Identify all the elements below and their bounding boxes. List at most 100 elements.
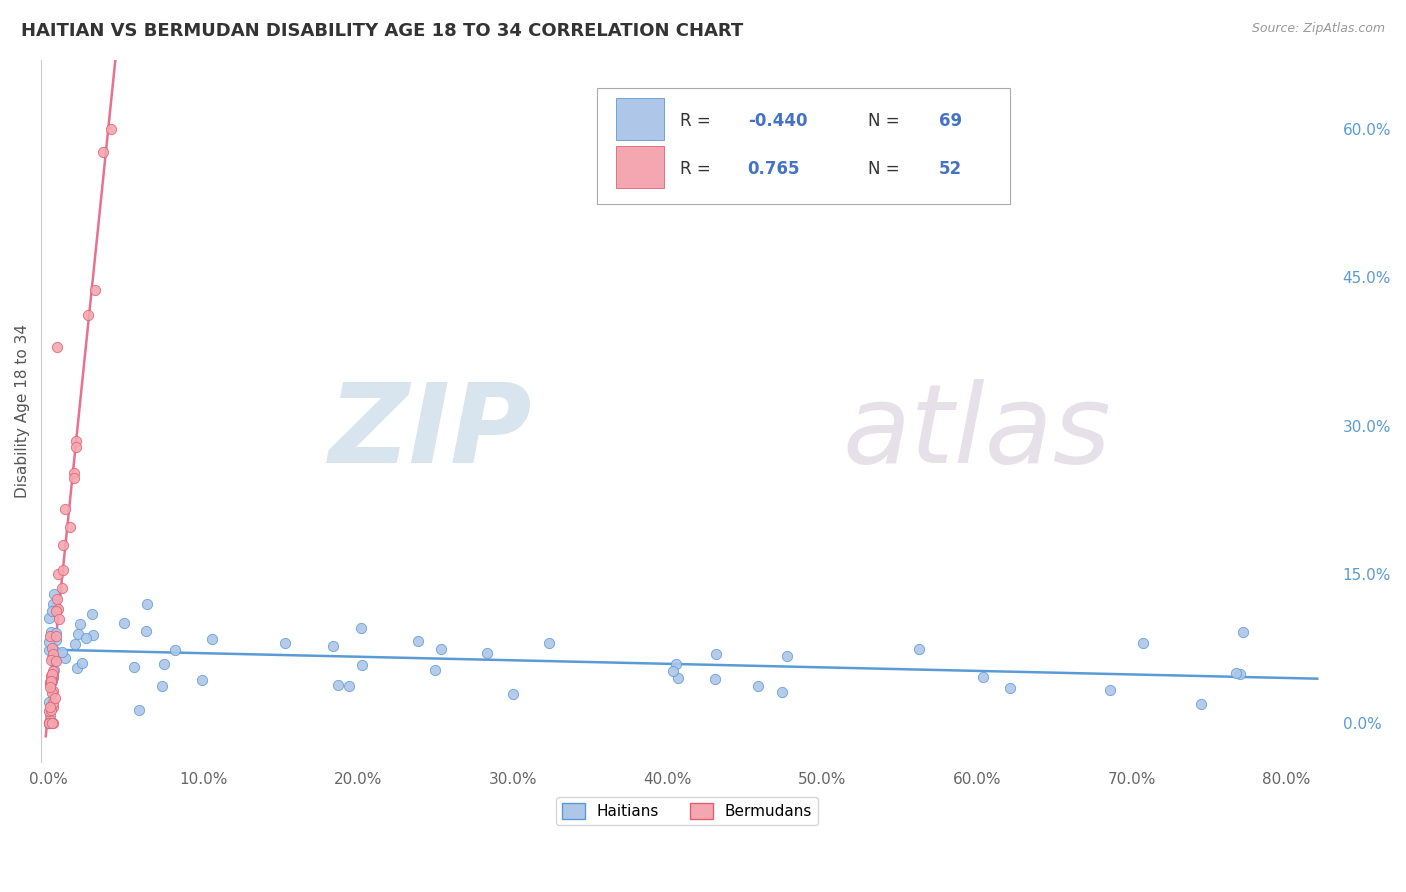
Point — [69, 616, 91, 631]
Point — [339, 680, 361, 694]
Point — [45, 604, 67, 618]
Point — [665, 657, 688, 671]
Point — [42, 715, 65, 730]
Text: R =: R = — [681, 112, 717, 129]
FancyBboxPatch shape — [616, 98, 664, 140]
Point — [42, 684, 65, 698]
Point — [45, 626, 67, 640]
Point — [62, 471, 84, 485]
Point — [44, 644, 66, 658]
Point — [39, 653, 62, 667]
Point — [82, 628, 104, 642]
Point — [274, 636, 297, 650]
Point — [38, 715, 60, 730]
Text: -0.440: -0.440 — [748, 112, 807, 129]
Point — [41, 672, 63, 686]
Point — [352, 658, 374, 673]
FancyBboxPatch shape — [596, 87, 1010, 203]
Point — [41, 666, 63, 681]
Text: atlas: atlas — [842, 378, 1111, 485]
Point — [122, 660, 145, 674]
Point — [326, 678, 349, 692]
Point — [39, 703, 62, 717]
Point — [42, 597, 65, 611]
Point — [41, 651, 63, 665]
Point — [39, 708, 62, 723]
Point — [84, 284, 107, 298]
Point — [39, 673, 62, 688]
Point — [38, 642, 60, 657]
Point — [38, 715, 60, 730]
Point — [1099, 682, 1122, 697]
Point — [1225, 666, 1247, 681]
Point — [45, 654, 67, 668]
Point — [46, 340, 69, 354]
Point — [63, 637, 86, 651]
Point — [322, 640, 344, 654]
Point — [38, 704, 60, 718]
Text: 0.765: 0.765 — [748, 160, 800, 178]
Point — [63, 466, 86, 480]
Point — [72, 656, 94, 670]
Point — [38, 715, 60, 730]
Point — [100, 121, 122, 136]
Point — [537, 635, 560, 649]
Point — [38, 611, 60, 625]
Point — [41, 674, 63, 689]
Point — [45, 629, 67, 643]
Point — [46, 591, 69, 606]
Point — [41, 670, 63, 684]
Legend: Haitians, Bermudans: Haitians, Bermudans — [555, 797, 818, 825]
Point — [53, 501, 76, 516]
Point — [51, 581, 73, 595]
Point — [972, 670, 994, 684]
Point — [406, 633, 429, 648]
Point — [39, 700, 62, 714]
Point — [770, 684, 793, 698]
Text: N =: N = — [868, 112, 904, 129]
Point — [747, 679, 769, 693]
Point — [39, 676, 62, 690]
Point — [42, 699, 65, 714]
Point — [44, 690, 66, 705]
Point — [38, 629, 60, 643]
Point — [475, 646, 498, 660]
Point — [65, 440, 87, 454]
Point — [39, 713, 62, 727]
Point — [38, 715, 60, 730]
Point — [42, 663, 65, 677]
Y-axis label: Disability Age 18 to 34: Disability Age 18 to 34 — [15, 324, 30, 498]
Point — [76, 309, 98, 323]
Point — [666, 671, 689, 685]
Point — [66, 660, 89, 674]
Text: N =: N = — [868, 160, 904, 178]
Point — [150, 679, 173, 693]
Point — [423, 663, 446, 677]
Point — [502, 687, 524, 701]
Text: HAITIAN VS BERMUDAN DISABILITY AGE 18 TO 34 CORRELATION CHART: HAITIAN VS BERMUDAN DISABILITY AGE 18 TO… — [21, 22, 744, 40]
FancyBboxPatch shape — [616, 146, 664, 187]
Point — [38, 680, 60, 694]
Point — [163, 643, 186, 657]
Point — [39, 715, 62, 730]
Point — [41, 715, 63, 730]
Text: R =: R = — [681, 160, 721, 178]
Point — [42, 665, 65, 679]
Point — [430, 642, 453, 657]
Point — [91, 145, 114, 159]
Point — [66, 626, 89, 640]
Text: ZIP: ZIP — [329, 378, 531, 485]
Point — [41, 686, 63, 700]
Point — [48, 566, 70, 581]
Point — [907, 642, 929, 657]
Text: 69: 69 — [939, 112, 962, 129]
Point — [776, 648, 799, 663]
Point — [39, 699, 62, 714]
Point — [41, 640, 63, 655]
Point — [51, 645, 73, 659]
Point — [41, 604, 63, 618]
Point — [152, 657, 174, 672]
Point — [44, 587, 66, 601]
Point — [39, 677, 62, 691]
Point — [41, 670, 63, 684]
